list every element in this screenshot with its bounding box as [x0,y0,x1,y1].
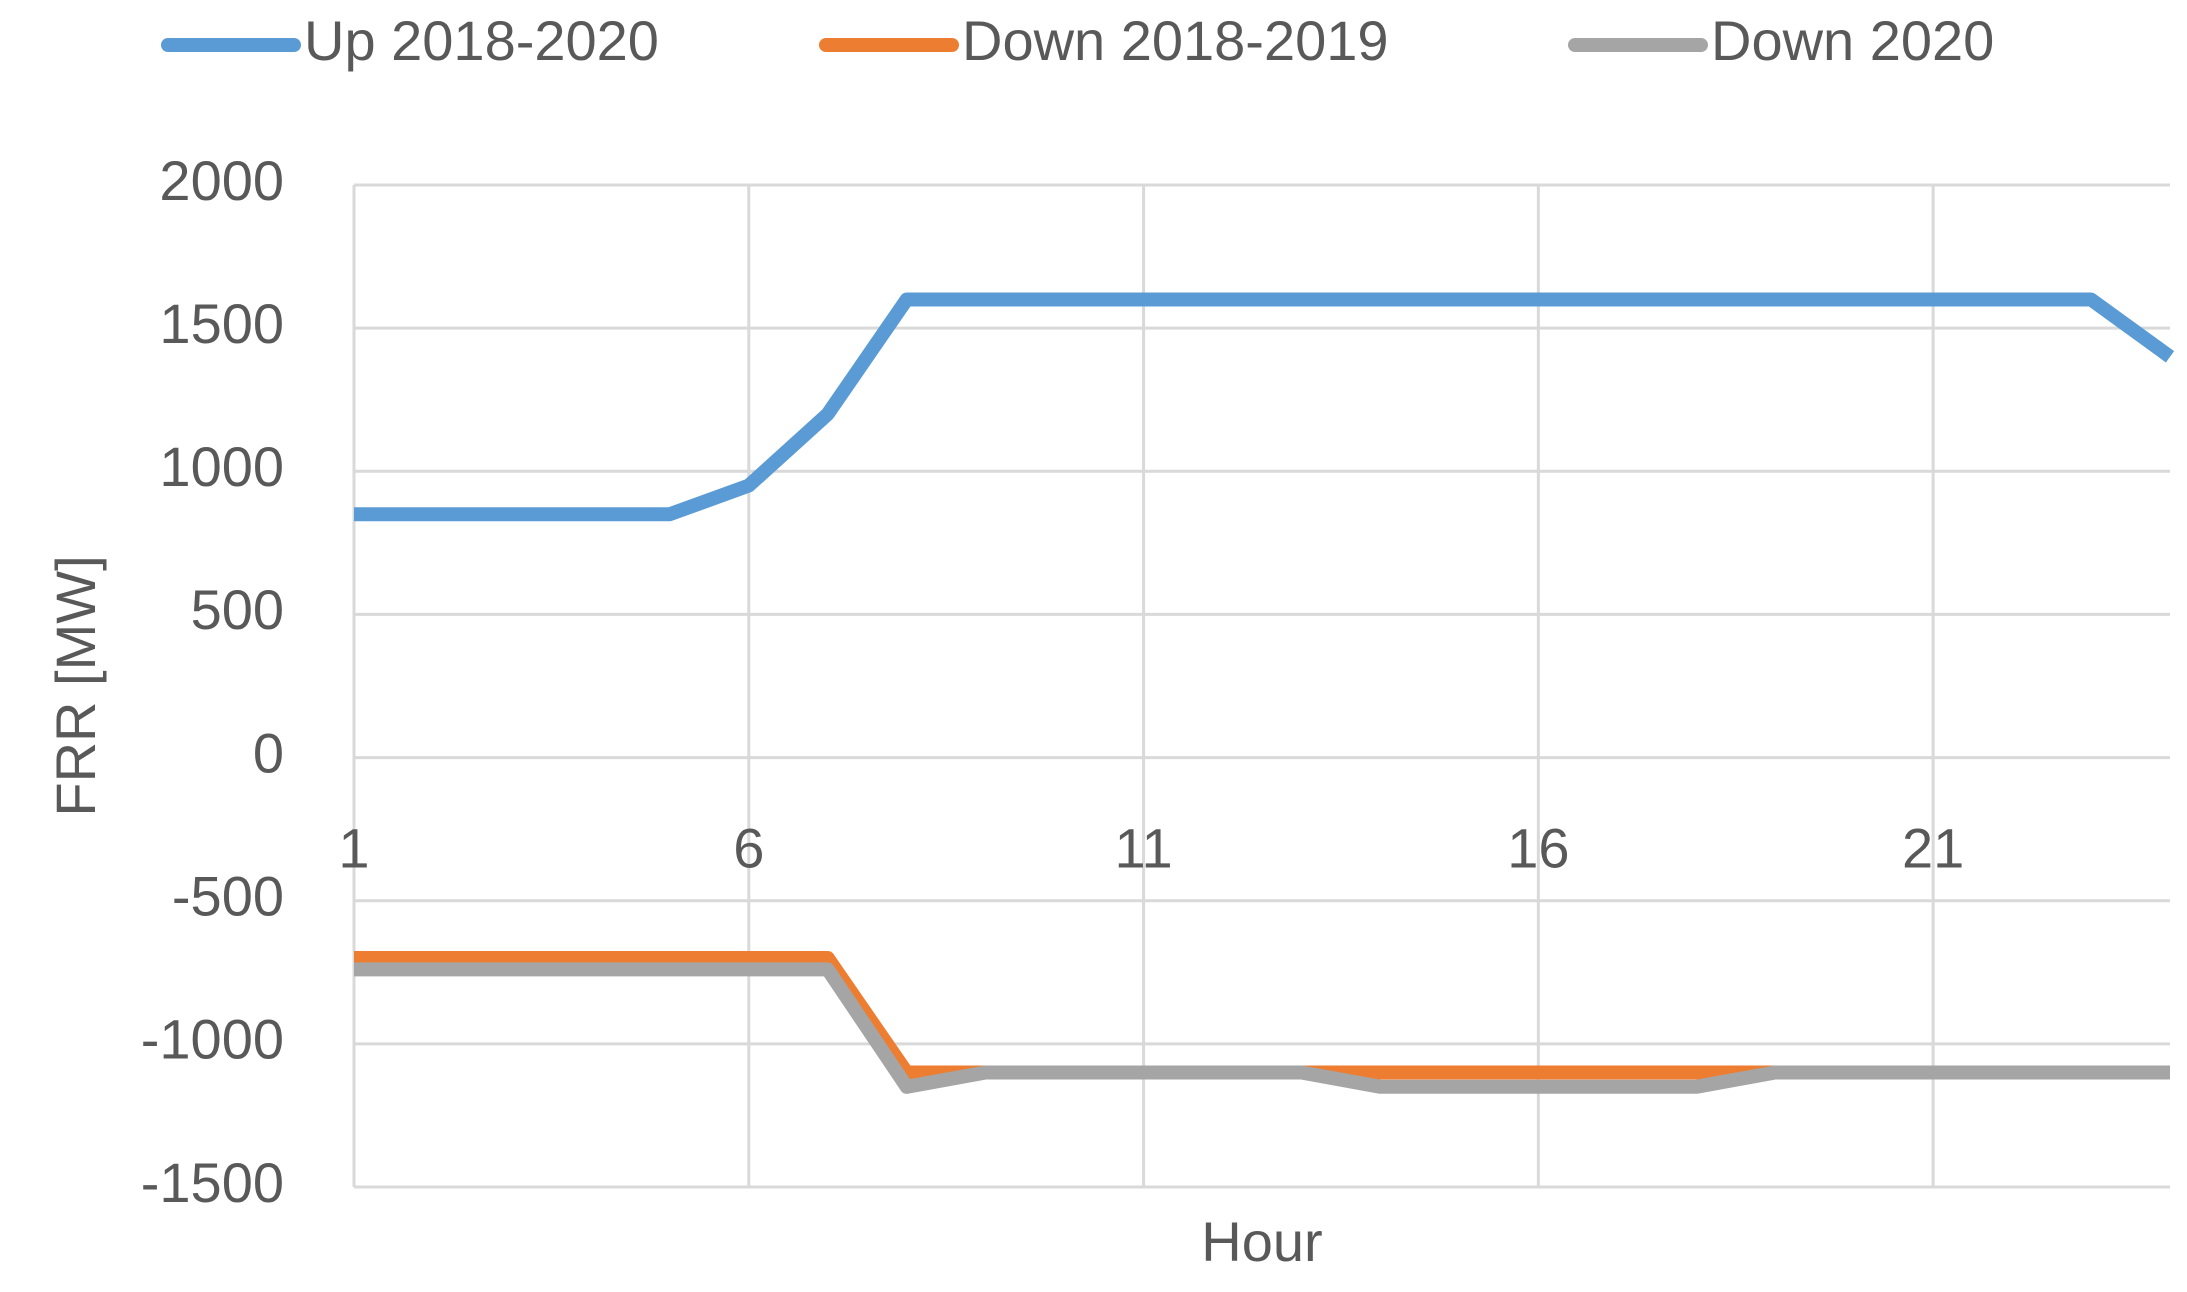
legend-label: Down 2018-2019 [962,9,1389,72]
x-tick-label: 11 [1114,816,1172,879]
series-line [354,292,2175,522]
series-line [354,962,2170,1094]
legend-label: Up 2018-2020 [304,9,659,72]
x-tick-label: 6 [733,816,764,879]
x-axis-label: Hour [1201,1210,1322,1273]
y-tick-label: 2000 [159,149,284,212]
y-tick-label: -500 [172,865,284,928]
y-tick-label: 1500 [159,292,284,355]
x-tick-label: 21 [1902,816,1964,879]
y-tick-label: 1000 [159,435,284,498]
legend-label: Down 2020 [1711,9,1994,72]
y-axis-label: FRR [MW] [44,555,107,816]
x-tick-label: 16 [1507,816,1569,879]
y-tick-label: 500 [191,578,284,641]
x-tick-label: 1 [338,816,369,879]
y-tick-label: -1000 [141,1008,284,1071]
y-tick-label: 0 [253,721,284,784]
y-tick-label: -1500 [141,1151,284,1214]
